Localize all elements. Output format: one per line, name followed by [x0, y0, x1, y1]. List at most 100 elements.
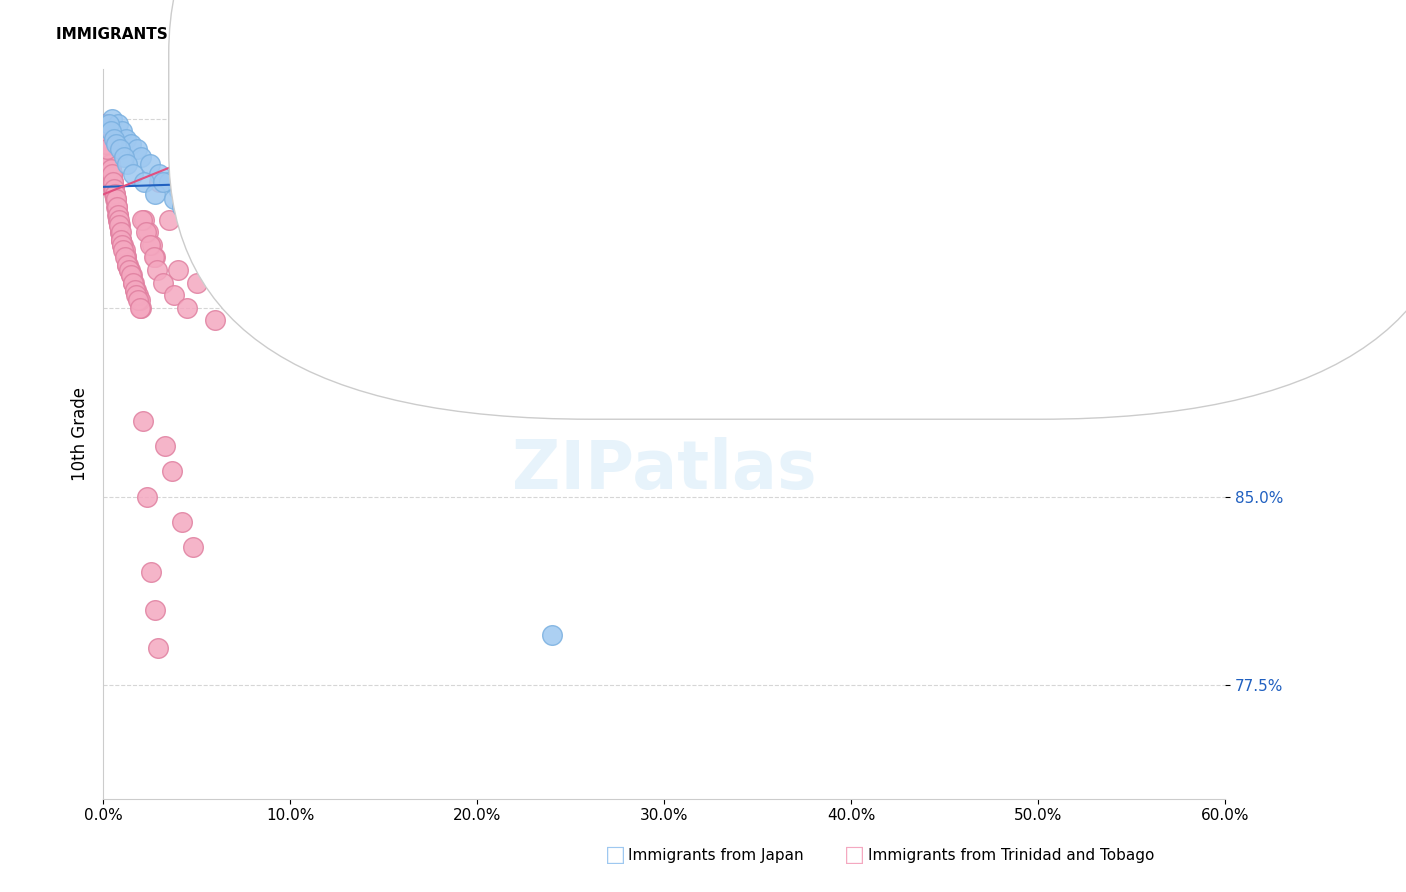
Point — [107, 212, 129, 227]
Point — [152, 175, 174, 189]
Point — [97, 117, 120, 131]
Point — [110, 233, 132, 247]
Point — [98, 150, 121, 164]
Point — [110, 233, 132, 247]
Point — [170, 200, 193, 214]
Point — [129, 301, 152, 315]
Text: N =: N = — [724, 119, 761, 136]
Point — [117, 258, 139, 272]
Point — [145, 251, 167, 265]
Point — [204, 313, 226, 327]
Point — [148, 167, 170, 181]
Point — [111, 237, 134, 252]
Point — [120, 263, 142, 277]
Point — [98, 157, 121, 171]
Point — [181, 208, 204, 222]
Point — [429, 251, 451, 265]
Point — [176, 193, 198, 207]
Text: □: □ — [605, 846, 626, 865]
Point — [100, 162, 122, 177]
Point — [163, 288, 186, 302]
Point — [260, 175, 283, 189]
Point — [167, 182, 190, 196]
Point — [105, 200, 128, 214]
Point — [139, 237, 162, 252]
Point — [98, 157, 121, 171]
Point — [122, 276, 145, 290]
Point — [97, 142, 120, 156]
Point — [143, 603, 166, 617]
Point — [124, 283, 146, 297]
Point — [105, 200, 128, 214]
Point — [142, 251, 165, 265]
Point — [114, 243, 136, 257]
Point — [540, 628, 562, 642]
Point — [112, 243, 135, 257]
Point — [103, 182, 125, 196]
Point — [96, 137, 118, 152]
Point — [107, 208, 129, 222]
Point — [214, 225, 236, 239]
Point — [1026, 162, 1049, 177]
Point — [152, 276, 174, 290]
Point — [103, 182, 125, 196]
Point — [503, 225, 526, 239]
Point — [176, 301, 198, 315]
Point — [122, 167, 145, 181]
Point — [652, 288, 675, 302]
Point — [125, 288, 148, 302]
Point — [101, 112, 124, 126]
Point — [146, 263, 169, 277]
Point — [108, 142, 131, 156]
Point — [125, 283, 148, 297]
Point — [181, 540, 204, 554]
Point — [117, 157, 139, 171]
Point — [112, 243, 135, 257]
Point — [135, 225, 157, 239]
Point — [157, 175, 180, 189]
Text: ZIPatlas: ZIPatlas — [512, 437, 817, 503]
Point — [139, 157, 162, 171]
Point — [96, 142, 118, 156]
Point — [98, 157, 121, 171]
Text: □: □ — [612, 120, 633, 140]
Point — [103, 132, 125, 146]
Point — [93, 117, 115, 131]
Text: 114: 114 — [756, 119, 792, 136]
Point — [94, 124, 117, 138]
Point — [104, 187, 127, 202]
Text: R =: R = — [636, 78, 672, 96]
Point — [111, 237, 134, 252]
Point — [188, 218, 211, 232]
Point — [97, 142, 120, 156]
Point — [96, 137, 118, 152]
Point — [97, 150, 120, 164]
Point — [105, 208, 128, 222]
Point — [94, 124, 117, 138]
Point — [121, 268, 143, 282]
Point — [108, 218, 131, 232]
Point — [117, 258, 139, 272]
Text: R =: R = — [636, 119, 672, 136]
Point — [186, 276, 208, 290]
Point — [110, 225, 132, 239]
Point — [131, 212, 153, 227]
Point — [125, 142, 148, 156]
Point — [108, 218, 131, 232]
Y-axis label: 10th Grade: 10th Grade — [72, 386, 89, 481]
Point — [167, 263, 190, 277]
Point — [120, 268, 142, 282]
Point — [153, 439, 176, 453]
Point — [391, 288, 413, 302]
Point — [465, 212, 488, 227]
Text: Source: ZipAtlas.com: Source: ZipAtlas.com — [1202, 27, 1350, 41]
Point — [222, 225, 245, 239]
Point — [104, 193, 127, 207]
Point — [103, 187, 125, 202]
Point — [134, 175, 156, 189]
Point — [560, 137, 582, 152]
Point — [94, 132, 117, 146]
Point — [139, 565, 162, 579]
Point — [120, 137, 142, 152]
Point — [101, 167, 124, 181]
